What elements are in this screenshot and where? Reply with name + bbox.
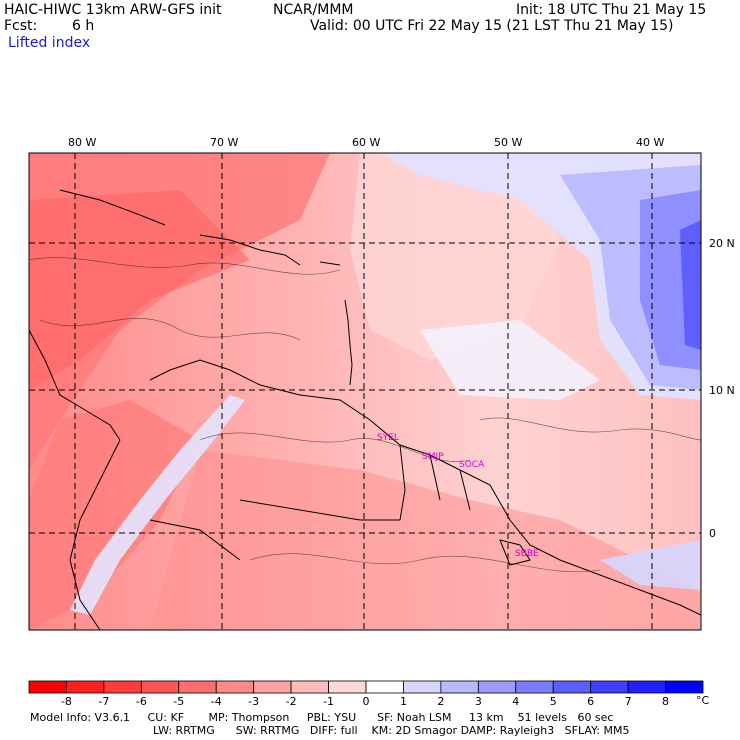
lifted-index-field: SYEL SMJP SOCA SBBE: [29, 153, 701, 630]
colorbar-swatch: [215, 680, 255, 694]
colorbar-tick-label: -7: [98, 695, 109, 708]
colorbar-unit: °C: [696, 694, 710, 707]
colorbar-swatch: [66, 680, 105, 694]
colorbar-swatch: [103, 680, 142, 694]
lon-label-70w: 70 W: [210, 136, 238, 149]
lon-label-40w: 40 W: [636, 136, 664, 149]
model-info-line2: LW: RRTMG SW: RRTMG DIFF: full KM: 2D Sm…: [153, 724, 630, 737]
lat-label-20n: 20 N: [709, 237, 735, 250]
init-time: Init: 18 UTC Thu 21 May 15: [516, 2, 707, 18]
colorbar-swatch: [290, 680, 329, 694]
colorbar-tick-label: 6: [587, 695, 594, 708]
station-syel: SYEL: [377, 433, 399, 443]
fcst-value: 6 h: [72, 18, 95, 34]
colorbar-tick-label: 7: [625, 695, 632, 708]
lon-label-50w: 50 W: [494, 136, 522, 149]
map-frame: [28, 152, 702, 631]
colorbar-swatch: [627, 680, 666, 694]
colorbar-swatch: [253, 680, 292, 694]
colorbar-swatch: [552, 680, 592, 694]
lon-label-80w: 80 W: [68, 136, 96, 149]
model-info-line1: Model Info: V3.6.1 CU: KF MP: Thompson P…: [30, 711, 614, 724]
station-sbbe: SBBE: [515, 549, 539, 559]
colorbar-swatch: [440, 680, 479, 694]
colorbar-swatch: [328, 680, 367, 694]
colorbar-swatch: [665, 680, 704, 694]
colorbar-swatch: [365, 680, 404, 694]
model-title: HAIC-HIWC 13km ARW-GFS init: [4, 2, 222, 18]
valid-time: Valid: 00 UTC Fri 22 May 15 (21 LST Thu …: [310, 18, 674, 34]
lat-label-0: 0: [709, 527, 716, 540]
colorbar-tick-label: 8: [662, 695, 669, 708]
colorbar-swatch: [140, 680, 180, 694]
colorbar-tick-label: -6: [136, 695, 147, 708]
colorbar-tick-label: -3: [248, 695, 259, 708]
station-soca: SOCA: [459, 460, 485, 470]
colorbar-swatch: [590, 680, 629, 694]
colorbar-tick-label: 5: [550, 695, 557, 708]
colorbar: -8 -7 -6 -5 -4 -3 -2 -1 0 1 2 3 4 5 6 7 8: [28, 680, 704, 708]
colorbar-tick-label: 1: [400, 695, 407, 708]
colorbar-swatch: [515, 680, 554, 694]
colorbar-swatch: [477, 680, 517, 694]
fcst-label: Fcst:: [4, 18, 38, 34]
lon-label-60w: 60 W: [352, 136, 380, 149]
colorbar-tick-label: -4: [211, 695, 222, 708]
colorbar-swatch: [28, 680, 67, 694]
colorbar-tick-label: 2: [437, 695, 444, 708]
colorbar-tick-label: -8: [61, 695, 72, 708]
colorbar-tick-label: -2: [286, 695, 297, 708]
colorbar-tick-label: -5: [173, 695, 184, 708]
colorbar-tick-label: 4: [512, 695, 519, 708]
colorbar-tick-label: 3: [475, 695, 482, 708]
org-label: NCAR/MMM: [273, 2, 354, 18]
colorbar-swatch: [403, 680, 442, 694]
lat-label-10n: 10 N: [709, 384, 735, 397]
field-name: Lifted index: [8, 35, 91, 51]
colorbar-swatch: [178, 680, 217, 694]
station-smjp: SMJP: [422, 452, 444, 462]
colorbar-tick-label: 0: [363, 695, 370, 708]
colorbar-tick-label: -1: [323, 695, 334, 708]
